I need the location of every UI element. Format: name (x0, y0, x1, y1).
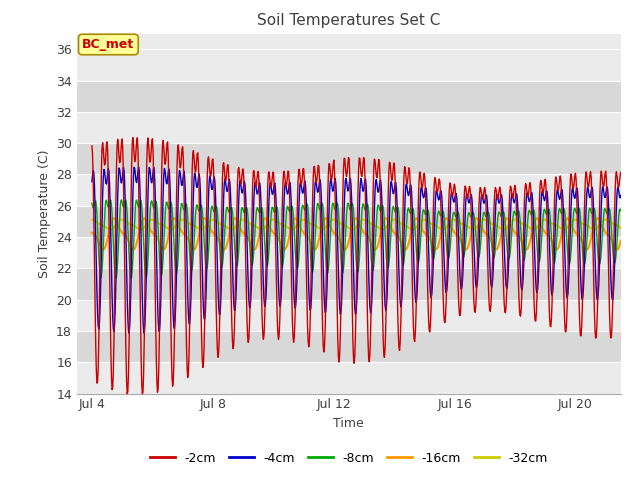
Text: BC_met: BC_met (82, 38, 134, 51)
Bar (77, 49, 621, 81)
Bar (77, 331, 621, 362)
X-axis label: Time: Time (333, 417, 364, 430)
Bar (77, 143, 621, 174)
Bar (77, 268, 621, 300)
Bar (77, 362, 621, 394)
Bar (77, 112, 621, 143)
Bar (77, 237, 621, 268)
Legend: -2cm, -4cm, -8cm, -16cm, -32cm: -2cm, -4cm, -8cm, -16cm, -32cm (145, 447, 553, 469)
Bar (77, 300, 621, 331)
Bar (77, 206, 621, 237)
Bar (77, 81, 621, 112)
Bar (77, 174, 621, 206)
Title: Soil Temperatures Set C: Soil Temperatures Set C (257, 13, 440, 28)
Y-axis label: Soil Temperature (C): Soil Temperature (C) (38, 149, 51, 278)
